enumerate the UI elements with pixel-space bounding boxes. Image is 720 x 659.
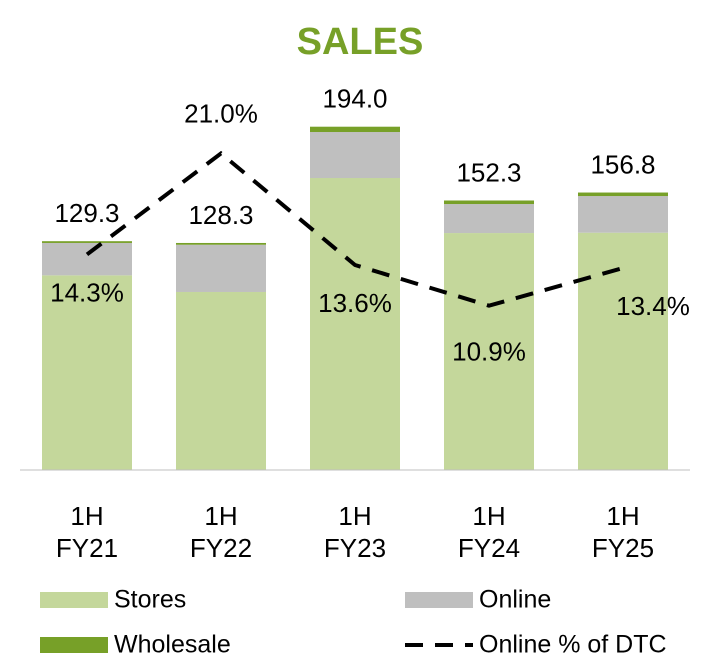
x-tick-label: 1H FY23: [323, 501, 387, 563]
bar-segment: [578, 196, 668, 233]
total-label: 128.3: [188, 200, 253, 230]
total-label: 129.3: [54, 198, 119, 228]
bar-segment: [578, 192, 668, 197]
bar-segment: [444, 233, 534, 470]
data-label: 13.4%: [616, 291, 690, 321]
bar-segment: [444, 200, 534, 205]
legend-label: Wholesale: [114, 631, 231, 659]
line: [85, 150, 624, 308]
legend-label: Online % of DTC: [479, 631, 667, 659]
bar-segment: [310, 178, 400, 471]
legend-label: Stores: [114, 586, 186, 614]
legend-swatch: [405, 592, 473, 608]
bar-segment: [42, 241, 132, 243]
x-tick-label: 1H FY21: [55, 501, 119, 563]
chart-title: SALES: [297, 21, 424, 63]
x-tick-label: 1H FY24: [457, 501, 521, 563]
total-label: 152.3: [456, 157, 521, 187]
bar-segment: [310, 126, 400, 133]
bar-segment: [444, 204, 534, 234]
legend-swatch: [40, 592, 108, 608]
data-label: 10.9%: [452, 337, 526, 367]
data-label: 14.3%: [50, 277, 124, 307]
bar-segment: [42, 275, 132, 470]
legend-swatch: [40, 637, 108, 653]
total-label: 156.8: [590, 149, 655, 179]
bar-segment: [176, 291, 266, 470]
x-tick-label: 1H FY22: [189, 501, 253, 563]
legend-label: Online: [479, 586, 551, 614]
total-label: 194.0: [322, 84, 387, 114]
bar-segment: [42, 242, 132, 276]
x-tick-label: 1H FY25: [591, 501, 655, 563]
bar-segment: [310, 132, 400, 179]
bar-segment: [578, 232, 668, 470]
bar-segment: [176, 242, 266, 245]
data-label: 13.6%: [318, 288, 392, 318]
bar-segment: [176, 244, 266, 292]
data-label: 21.0%: [184, 98, 258, 128]
